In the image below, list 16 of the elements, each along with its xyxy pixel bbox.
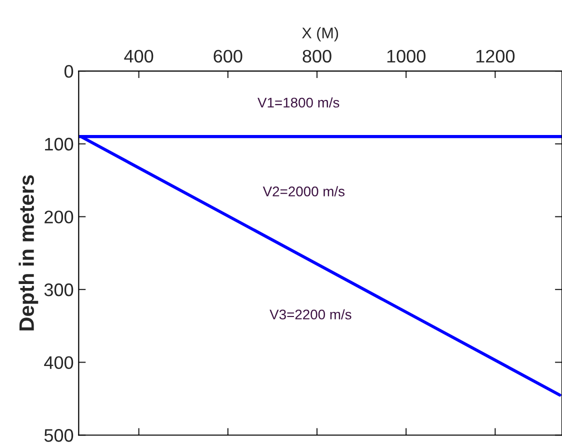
y-tick-label: 400 [44,356,74,370]
y-axis-title: Depth in meters [18,175,38,330]
x-tick-label: 1000 [387,50,426,63]
x-tick-label: 400 [124,50,154,63]
x-tick-label: 1200 [476,50,515,63]
y-tick-label: 500 [44,429,74,442]
annotation: V3=2200 m/s [270,309,352,320]
y-tick-label: 0 [64,64,74,78]
y-tick-label: 100 [45,138,74,151]
x-tick-label: 600 [214,50,242,63]
x-tick-label: 800 [302,50,332,63]
y-tick-label: 300 [44,283,74,296]
annotation: V1=1800 m/s [258,97,340,108]
annotation: V2=2000 m/s [262,186,345,196]
x-axis-title: X (M) [302,27,338,42]
y-tick-label: 200 [44,210,74,224]
